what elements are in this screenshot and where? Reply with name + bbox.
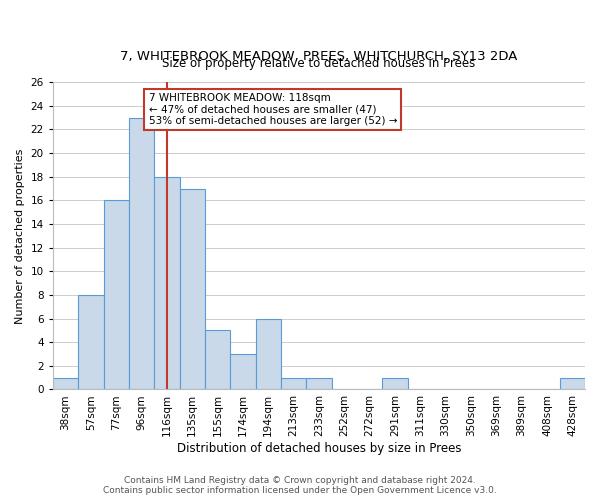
Title: 7, WHITEBROOK MEADOW, PREES, WHITCHURCH, SY13 2DA: 7, WHITEBROOK MEADOW, PREES, WHITCHURCH,…: [120, 50, 518, 63]
Bar: [104, 200, 129, 390]
Bar: [205, 330, 230, 390]
Bar: [129, 118, 154, 390]
Bar: [256, 318, 281, 390]
Y-axis label: Number of detached properties: Number of detached properties: [15, 148, 25, 324]
Bar: [78, 295, 104, 390]
Bar: [382, 378, 407, 390]
Bar: [53, 378, 78, 390]
Bar: [154, 177, 179, 390]
Text: Size of property relative to detached houses in Prees: Size of property relative to detached ho…: [162, 57, 476, 70]
Bar: [179, 188, 205, 390]
Bar: [306, 378, 332, 390]
Text: Contains HM Land Registry data © Crown copyright and database right 2024.
Contai: Contains HM Land Registry data © Crown c…: [103, 476, 497, 495]
Bar: [281, 378, 306, 390]
X-axis label: Distribution of detached houses by size in Prees: Distribution of detached houses by size …: [176, 442, 461, 455]
Text: 7 WHITEBROOK MEADOW: 118sqm
← 47% of detached houses are smaller (47)
53% of sem: 7 WHITEBROOK MEADOW: 118sqm ← 47% of det…: [149, 93, 397, 126]
Bar: [560, 378, 585, 390]
Bar: [230, 354, 256, 390]
